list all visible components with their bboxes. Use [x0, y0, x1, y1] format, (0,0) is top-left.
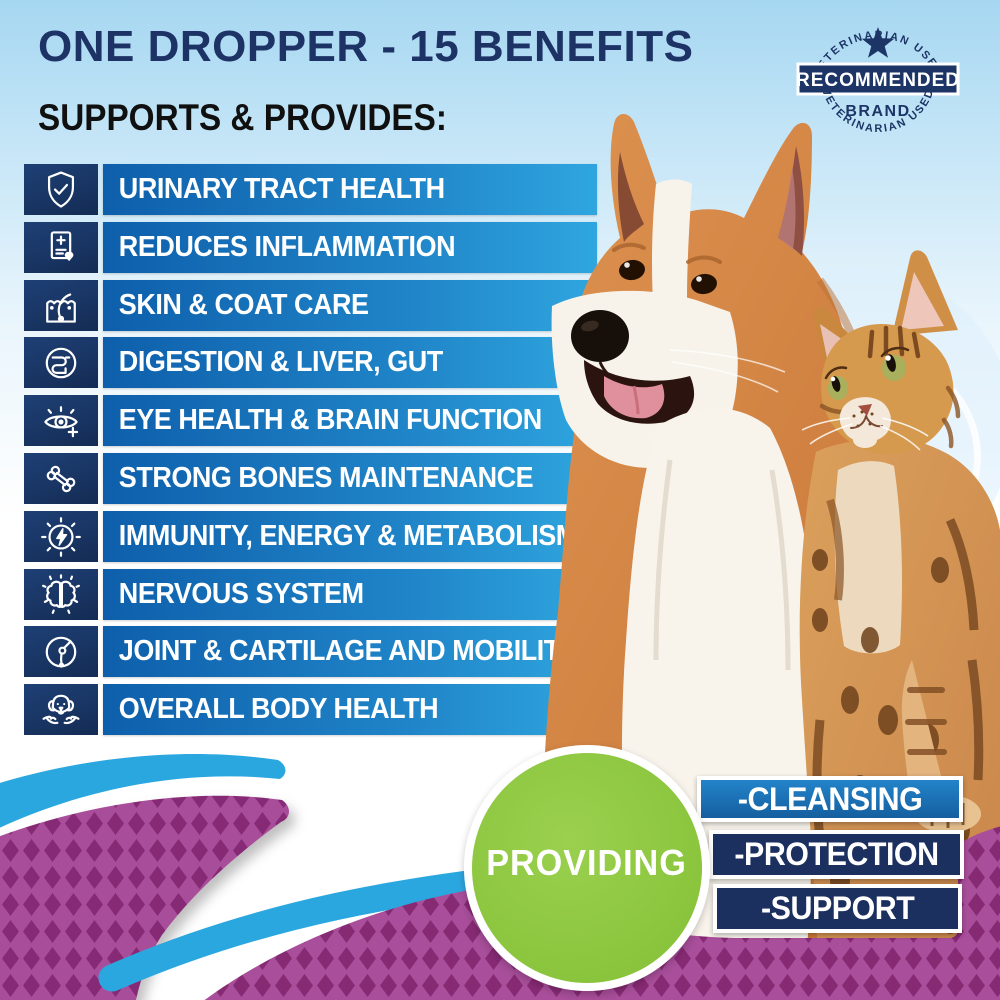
skin-follicle-icon	[24, 280, 98, 331]
benefit-row: OVERALL BODY HEALTH	[24, 684, 597, 735]
benefit-label: JOINT & CARTILAGE AND MOBILITY	[118, 635, 578, 667]
benefit-row: REDUCES INFLAMMATION	[24, 222, 597, 273]
page-title: ONE DROPPER - 15 BENEFITS	[38, 22, 694, 71]
benefit-row: NERVOUS SYSTEM	[24, 569, 597, 620]
benefit-row: IMMUNITY, ENERGY & METABOLISM	[24, 511, 597, 562]
benefit-label: EYE HEALTH & BRAIN FUNCTION	[118, 404, 542, 436]
dog-in-hands-icon	[24, 684, 98, 735]
benefit-label: REDUCES INFLAMMATION	[118, 231, 456, 263]
benefit-row: EYE HEALTH & BRAIN FUNCTION	[24, 395, 597, 446]
benefit-bar: NERVOUS SYSTEM	[103, 569, 597, 620]
energy-bolt-icon	[24, 511, 98, 562]
protection-label: -PROTECTION	[734, 836, 939, 872]
veterinarian-recommended-badge: VETERINARIAN USED RECOMMENDED BRAND VETE…	[796, 27, 960, 135]
benefit-bar: SKIN & COAT CARE	[103, 280, 597, 331]
joint-icon	[24, 626, 98, 677]
benefit-label: STRONG BONES MAINTENANCE	[118, 462, 534, 494]
benefit-label: NERVOUS SYSTEM	[118, 578, 364, 610]
cleansing-bar: -CLEANSING	[697, 776, 963, 822]
benefit-row: SKIN & COAT CARE	[24, 280, 597, 331]
gut-intestine-icon	[24, 337, 98, 388]
badge-brand-label: BRAND	[845, 103, 910, 120]
protection-bar: -PROTECTION	[709, 830, 964, 879]
benefit-row: STRONG BONES MAINTENANCE	[24, 453, 597, 504]
star-icon	[861, 27, 895, 58]
benefit-label: OVERALL BODY HEALTH	[118, 693, 439, 725]
page-subtitle: SUPPORTS & PROVIDES:	[38, 97, 447, 138]
benefit-label: URINARY TRACT HEALTH	[118, 173, 445, 205]
benefit-bar: OVERALL BODY HEALTH	[103, 684, 597, 735]
providing-circle: PROVIDING	[464, 745, 710, 991]
brain-icon	[24, 569, 98, 620]
benefit-row: DIGESTION & LIVER, GUT	[24, 337, 597, 388]
benefit-bar: EYE HEALTH & BRAIN FUNCTION	[103, 395, 597, 446]
eye-plus-icon	[24, 395, 98, 446]
badge-ribbon	[796, 62, 960, 96]
benefit-bar: DIGESTION & LIVER, GUT	[103, 337, 597, 388]
benefit-bar: JOINT & CARTILAGE AND MOBILITY	[103, 626, 597, 677]
benefit-label: IMMUNITY, ENERGY & METABOLISM	[118, 520, 578, 552]
benefit-row: URINARY TRACT HEALTH	[24, 164, 597, 215]
badge-ribbon-label: RECOMMENDED	[796, 70, 960, 91]
benefit-row: JOINT & CARTILAGE AND MOBILITY	[24, 626, 597, 677]
benefit-label: SKIN & COAT CARE	[118, 289, 369, 321]
support-label: -SUPPORT	[760, 890, 915, 926]
benefit-label: DIGESTION & LIVER, GUT	[118, 346, 443, 378]
support-bar: -SUPPORT	[713, 884, 962, 933]
shield-check-icon	[24, 164, 98, 215]
benefit-bar: STRONG BONES MAINTENANCE	[103, 453, 597, 504]
benefit-bar: IMMUNITY, ENERGY & METABOLISM	[103, 511, 597, 562]
providing-label: PROVIDING	[486, 842, 688, 883]
cleansing-label: -CLEANSING	[737, 780, 923, 817]
bone-icon	[24, 453, 98, 504]
benefit-bar: URINARY TRACT HEALTH	[103, 164, 597, 215]
medical-report-heart-icon	[24, 222, 98, 273]
benefit-bar: REDUCES INFLAMMATION	[103, 222, 597, 273]
